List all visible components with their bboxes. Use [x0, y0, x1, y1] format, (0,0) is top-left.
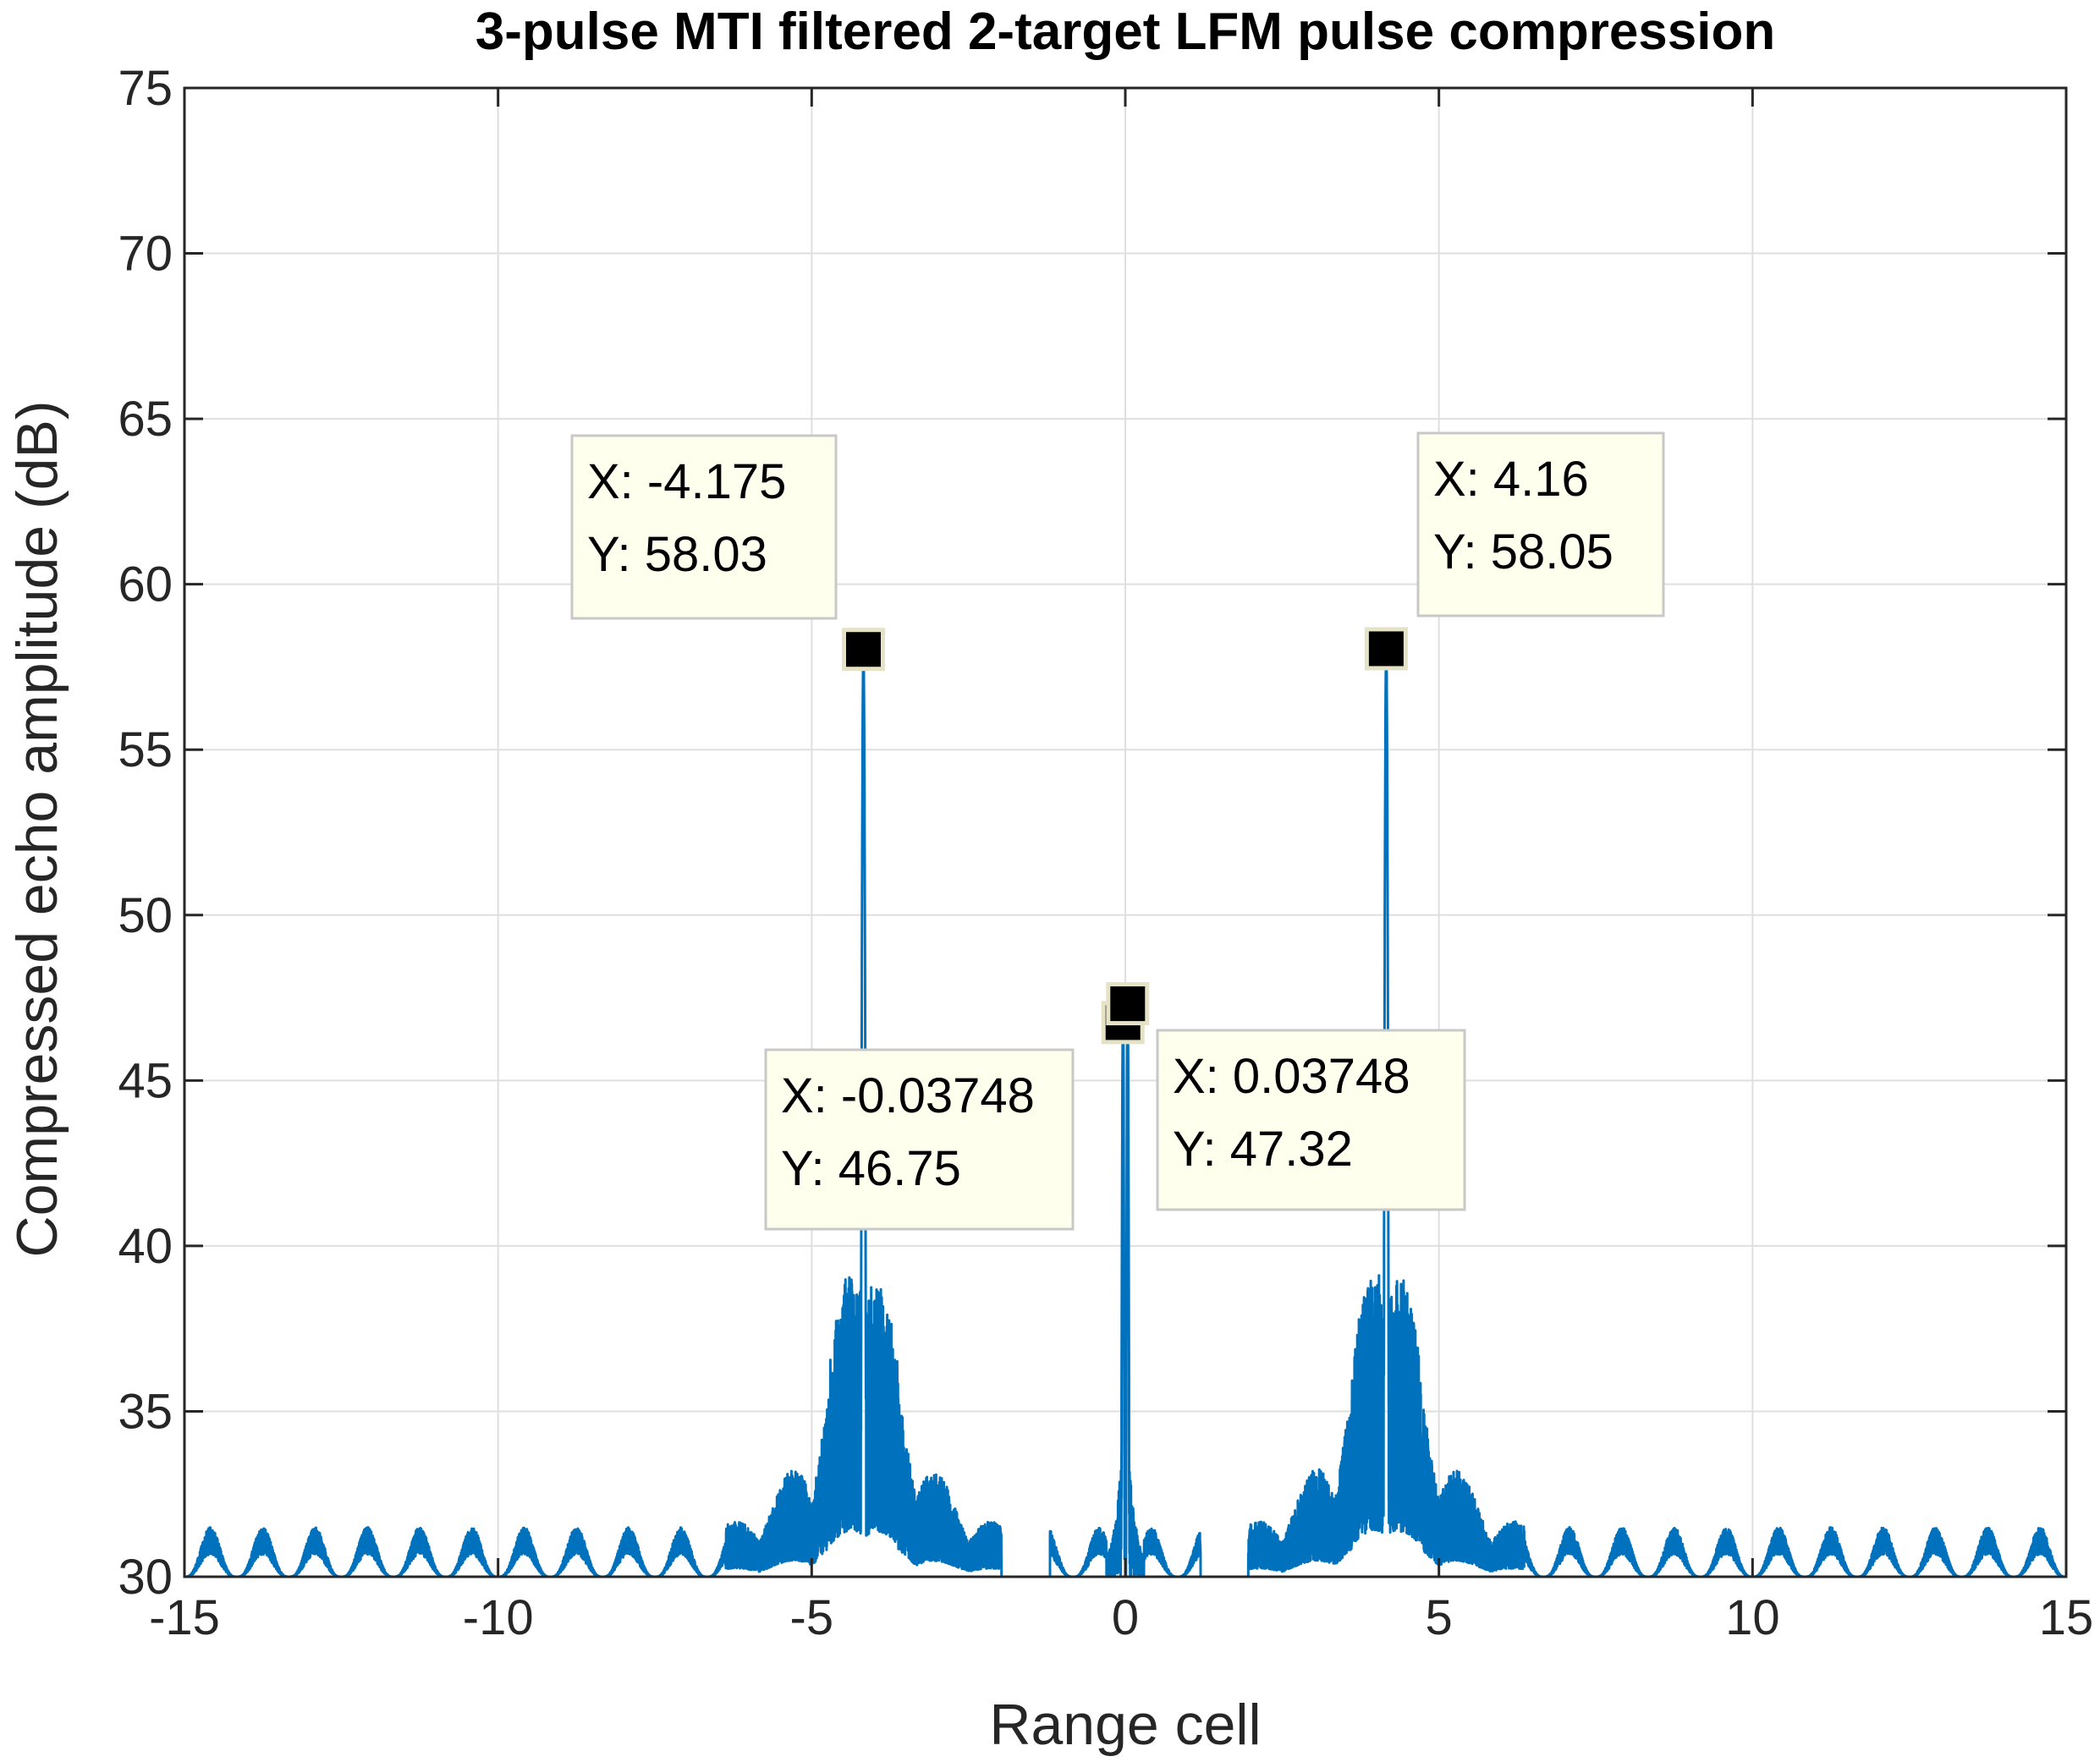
y-tick-label: 45 [118, 1053, 173, 1108]
axis-ticks: -15 -10 -5 0 5 10 15 30 35 40 45 50 55 60 65 70 75 [118, 61, 2093, 1645]
datatip[interactable]: X: 0.03748 Y: 47.32 [1156, 1029, 1466, 1211]
x-tick-label: 0 [1112, 1590, 1139, 1645]
y-tick-label: 30 [118, 1550, 173, 1605]
x-tick-label: 10 [1725, 1590, 1780, 1645]
y-tick-label: 70 [118, 227, 173, 282]
x-tick-label: -10 [463, 1590, 534, 1645]
datatip[interactable]: X: -0.03748 Y: 46.75 [764, 1048, 1075, 1231]
datatip-marker[interactable] [1364, 627, 1408, 671]
datatip-box [1156, 1029, 1466, 1211]
datatip-y-label: Y: 58.05 [1433, 524, 1613, 579]
datatip-marker[interactable] [841, 628, 885, 672]
datatip[interactable]: X: -4.175 Y: 58.03 [570, 434, 838, 620]
chart-title: 3-pulse MTI filtered 2-target LFM pulse … [476, 3, 1775, 61]
datatip-box [570, 434, 838, 620]
datatip-boxes: X: -4.175 Y: 58.03 X: 4.16 Y: 58.05 X: -0.03… [570, 431, 1665, 1231]
datatip-y-label: Y: 46.75 [781, 1141, 961, 1196]
y-tick-label: 55 [118, 722, 173, 777]
datatip-x-label: X: -0.03748 [781, 1068, 1035, 1123]
x-tick-label: -15 [149, 1590, 220, 1645]
datatip-y-label: Y: 47.32 [1173, 1122, 1353, 1177]
x-tick-label: 15 [2039, 1590, 2094, 1645]
y-axis-label: Compressed echo amplitude (dB) [5, 401, 69, 1258]
datatip-box [764, 1048, 1075, 1231]
x-tick-label: 5 [1426, 1590, 1453, 1645]
datatip-box [1416, 431, 1665, 618]
datatip-x-label: X: 4.16 [1433, 452, 1589, 507]
datatip[interactable]: X: 4.16 Y: 58.05 [1416, 431, 1665, 618]
y-tick-label: 65 [118, 392, 173, 447]
y-tick-label: 75 [118, 61, 173, 116]
y-tick-label: 35 [118, 1384, 173, 1439]
datatip-x-label: X: 0.03748 [1173, 1049, 1410, 1104]
y-tick-label: 60 [118, 557, 173, 612]
datatip-y-label: Y: 58.03 [587, 527, 767, 582]
datatip-x-label: X: -4.175 [587, 454, 786, 509]
y-tick-label: 50 [118, 888, 173, 943]
x-axis-label: Range cell [989, 1693, 1261, 1757]
x-tick-label: -5 [790, 1590, 834, 1645]
datatip-markers [841, 627, 1408, 1045]
y-tick-label: 40 [118, 1219, 173, 1274]
datatip-marker[interactable] [1106, 982, 1150, 1026]
